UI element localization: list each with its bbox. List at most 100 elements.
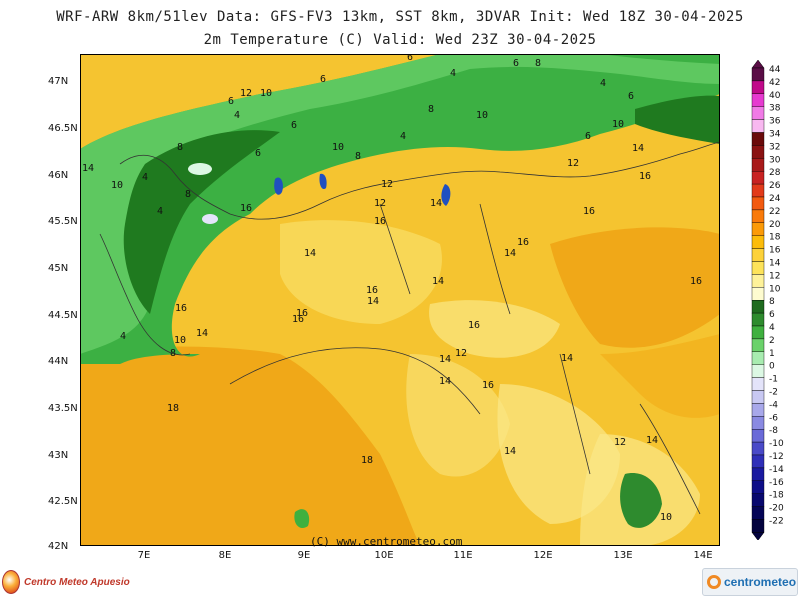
contour-label: 6 <box>320 74 326 85</box>
colorbar-swatch <box>751 441 765 456</box>
contour-label: 14 <box>504 446 516 457</box>
contour-label: 16 <box>639 171 651 182</box>
colorbar-swatch <box>751 80 765 94</box>
colorbar-label: -8 <box>769 426 778 436</box>
colorbar-label: -22 <box>769 517 784 527</box>
contour-label: 8 <box>535 58 541 69</box>
contour-label: 4 <box>157 206 163 217</box>
contour-label: 12 <box>374 198 386 209</box>
colorbar-label: 40 <box>769 91 781 101</box>
colorbar-label: -2 <box>769 388 778 398</box>
colorbar-label: 36 <box>769 117 781 127</box>
contour-label: 14 <box>430 198 442 209</box>
contour-label: 10 <box>612 119 624 130</box>
contour-label: 12 <box>614 437 626 448</box>
field-apennine-green <box>620 473 662 528</box>
colorbar-label: 18 <box>769 233 781 243</box>
lon-label: 9E <box>297 550 311 561</box>
lat-label: 42N <box>48 541 69 552</box>
map-frame <box>80 54 720 546</box>
colorbar-swatch <box>751 158 765 172</box>
lat-label: 47N <box>48 76 69 87</box>
field-po-valley-west <box>280 220 442 324</box>
colorbar-swatch <box>751 325 765 340</box>
colorbar-swatch <box>751 377 765 391</box>
colorbar-swatch <box>751 106 765 120</box>
colorbar-swatch <box>751 351 765 365</box>
colorbar-label: 0 <box>769 362 775 372</box>
colorbar-swatch <box>751 196 765 211</box>
contour-label: 16 <box>296 308 308 319</box>
colorbar-label: 28 <box>769 168 781 178</box>
contour-label: 18 <box>167 403 179 414</box>
contour-label: 6 <box>628 91 634 102</box>
colorbar-swatch <box>751 480 765 494</box>
contour-label: 16 <box>517 237 529 248</box>
colorbar-label: 42 <box>769 78 780 88</box>
colorbar-swatch <box>751 416 765 430</box>
contour-label: 14 <box>367 296 379 307</box>
field-apennines-north <box>406 354 510 477</box>
contour-label: 12 <box>381 179 393 190</box>
contour-label: 14 <box>439 376 451 387</box>
lon-label: 7E <box>137 550 151 561</box>
contour-label: 8 <box>185 189 191 200</box>
contour-label: 8 <box>355 151 361 162</box>
temperature-map: 6 4 6 8 4 6 6 12 10 6 4 6 10 8 8 4 10 6 … <box>80 54 720 546</box>
lat-label: 44.5N <box>48 310 78 321</box>
contour-label: 4 <box>142 172 148 183</box>
colorbar-label: 32 <box>769 142 780 152</box>
colorbar-swatch <box>751 222 765 236</box>
colorbar-label: -20 <box>769 504 784 514</box>
contour-label: 6 <box>228 96 234 107</box>
lon-label: 8E <box>218 550 232 561</box>
contour-label: 10 <box>174 335 186 346</box>
contour-label: 14 <box>196 328 208 339</box>
contour-label: 4 <box>450 68 456 79</box>
contour-label: 18 <box>361 455 373 466</box>
chart-title-line1: WRF-ARW 8km/51lev Data: GFS-FV3 13km, SS… <box>56 9 744 25</box>
field-western-alps-ridge <box>123 130 280 314</box>
colorbar-swatch <box>751 248 765 262</box>
colorbar-swatch <box>751 132 765 146</box>
contour-label: 10 <box>476 110 488 121</box>
contour-label: 14 <box>632 143 644 154</box>
contour-label: 10 <box>260 88 272 99</box>
centro-meteo-apuesio-logo: Centro Meteo Apuesio <box>2 570 130 594</box>
contour-label: 16 <box>482 380 494 391</box>
contour-labels: 6 4 6 8 4 6 6 12 10 6 4 6 10 8 8 4 10 6 … <box>82 54 702 523</box>
contour-label: 14 <box>82 163 94 174</box>
colorbar-label: 4 <box>769 323 775 333</box>
contour-label: 6 <box>585 131 591 142</box>
contour-label: 6 <box>513 58 519 69</box>
contour-label: 12 <box>567 158 579 169</box>
contour-label: 6 <box>255 148 261 159</box>
lat-label: 42.5N <box>48 496 78 507</box>
contour-label: 6 <box>291 120 297 131</box>
colorbar-swatch <box>751 235 765 249</box>
map-credit: (C) www.centrometeo.com <box>310 535 463 548</box>
field-adriatic-mid <box>600 334 720 418</box>
contour-label: 14 <box>561 353 573 364</box>
colorbar: 4442403836343230282624222018161412108642… <box>751 60 784 540</box>
contour-label: 16 <box>292 314 304 325</box>
field-eastern-alps-ridge <box>635 95 720 144</box>
lat-label: 45N <box>48 263 69 274</box>
colorbar-label: 34 <box>769 130 781 140</box>
colorbar-label: -6 <box>769 413 778 423</box>
contour-label: 10 <box>111 180 123 191</box>
centrometeo-logo[interactable]: centrometeo <box>702 568 798 596</box>
ring-logo-icon <box>707 575 721 589</box>
lake-maggiore <box>274 177 283 195</box>
colorbar-swatch <box>751 454 765 469</box>
colorbar-swatch <box>751 364 765 378</box>
colorbar-swatch <box>751 299 765 314</box>
colorbar-swatch <box>751 403 765 417</box>
lat-label: 43.5N <box>48 403 78 414</box>
colorbar-label: 16 <box>769 246 781 256</box>
contour-label: 10 <box>660 512 672 523</box>
contour-label: 16 <box>366 285 378 296</box>
colorbar-swatch <box>751 67 765 82</box>
colorbar-label: 26 <box>769 181 781 191</box>
contour-label: 8 <box>170 348 176 359</box>
